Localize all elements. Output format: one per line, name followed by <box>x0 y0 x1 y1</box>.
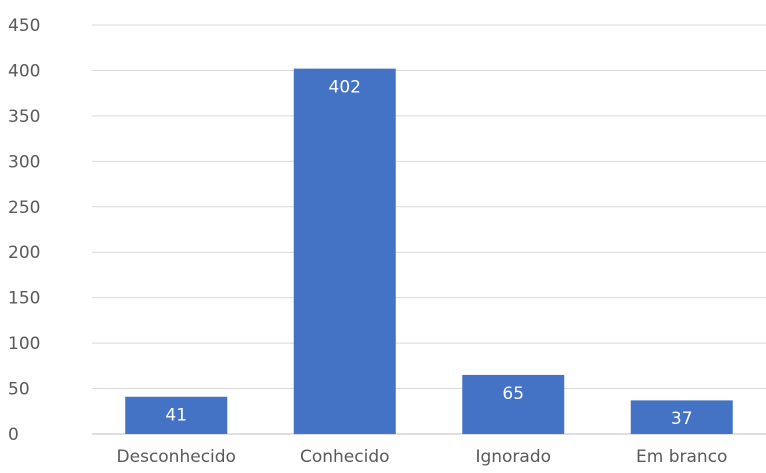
y-tick-label: 450 <box>8 16 40 36</box>
y-tick-label: 0 <box>8 425 19 445</box>
y-tick-label: 200 <box>8 243 40 263</box>
bar-em-branco <box>630 400 733 434</box>
data-label: 402 <box>329 78 361 98</box>
x-category-label: Conhecido <box>300 447 390 467</box>
data-label: 41 <box>165 406 187 426</box>
y-tick-label: 100 <box>8 334 40 354</box>
y-tick-label: 50 <box>8 380 30 400</box>
gridlines <box>92 24 766 435</box>
y-tick-label: 350 <box>8 107 40 127</box>
bar-desconhecido <box>125 396 228 434</box>
x-category-label: Ignorado <box>475 447 551 467</box>
y-tick-label: 150 <box>8 289 40 309</box>
bar-conhecido <box>293 68 396 435</box>
y-axis-tick-labels: 0 50 100 150 200 250 300 350 400 450 <box>8 16 40 445</box>
data-label: 65 <box>502 384 524 404</box>
bars <box>125 68 733 435</box>
x-category-label: Desconhecido <box>117 447 236 467</box>
y-tick-label: 250 <box>8 198 40 218</box>
data-labels: 41 402 65 37 <box>165 78 692 430</box>
x-category-label: Em branco <box>636 447 727 467</box>
x-axis-category-labels: Desconhecido Conhecido Ignorado Em branco <box>117 447 728 467</box>
bar-ignorado <box>462 374 565 434</box>
y-tick-label: 400 <box>8 61 40 81</box>
data-label: 37 <box>671 409 693 429</box>
y-tick-label: 300 <box>8 152 40 172</box>
